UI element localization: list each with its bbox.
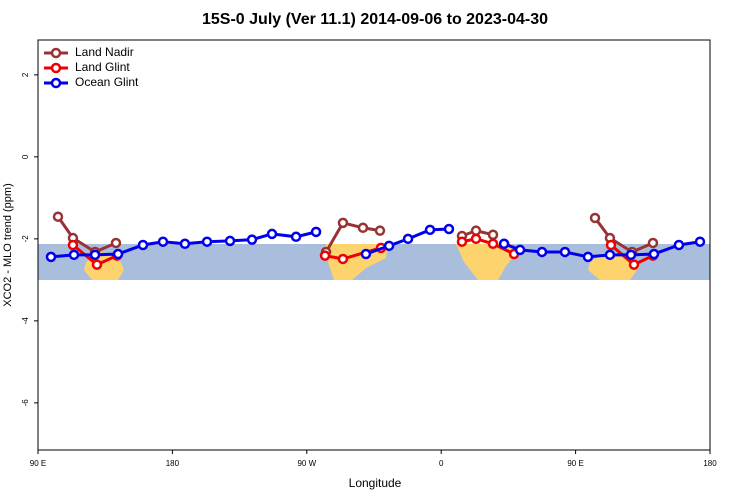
series-point — [310, 226, 322, 238]
series-point — [201, 236, 213, 247]
series-point — [224, 235, 236, 247]
legend-label: Land Nadir — [75, 45, 134, 59]
series-point — [536, 246, 548, 258]
series-point — [625, 249, 637, 261]
legend-label: Ocean Glint — [75, 75, 139, 89]
y-tick-label: 2 — [21, 72, 30, 77]
series-point — [179, 238, 191, 250]
series-point — [647, 237, 659, 249]
x-tick-label: 0 — [439, 459, 444, 468]
x-axis-label: Longitude — [349, 476, 402, 490]
series-point — [112, 248, 124, 260]
series-point — [456, 236, 468, 247]
x-tick-label: 90 W — [297, 459, 316, 468]
series-line — [593, 217, 654, 254]
series-point — [487, 229, 499, 240]
series-point — [604, 249, 616, 261]
series-point — [402, 233, 414, 245]
series-point — [319, 250, 331, 261]
series-point — [91, 259, 103, 270]
series-point — [648, 248, 660, 260]
series-point — [157, 236, 169, 247]
series-point — [582, 251, 594, 263]
series-point — [514, 244, 526, 256]
series-point — [45, 251, 57, 263]
series-point — [89, 249, 101, 261]
series-point — [290, 231, 302, 243]
series-point — [628, 259, 640, 270]
series-point — [68, 249, 80, 261]
series-point — [337, 253, 349, 265]
y-tick-label: 0 — [21, 154, 30, 159]
series-point — [470, 225, 482, 236]
y-tick-label: -4 — [21, 317, 30, 325]
legend-marker — [50, 77, 62, 89]
series-point — [246, 234, 258, 245]
series-point — [694, 236, 706, 247]
legend-marker — [50, 62, 62, 74]
series-line — [56, 215, 117, 254]
x-tick-label: 180 — [703, 459, 717, 468]
chart-title: 15S-0 July (Ver 11.1) 2014-09-06 to 2023… — [202, 11, 548, 28]
series-line — [324, 221, 381, 253]
series-point — [589, 212, 601, 224]
legend-marker — [50, 47, 62, 59]
series-point — [383, 240, 395, 252]
y-axis-label: XCO2 - MLO trend (ppm) — [2, 183, 14, 306]
x-tick-label: 90 E — [30, 459, 46, 468]
series-point — [559, 246, 571, 258]
x-tick-label: 90 E — [567, 459, 583, 468]
series-point — [673, 239, 685, 251]
series-point — [487, 238, 499, 250]
series-point — [443, 223, 455, 235]
series-point — [337, 217, 349, 229]
series-line — [503, 240, 701, 259]
series-point — [67, 239, 79, 251]
plot-frame — [37, 39, 711, 451]
series-point — [498, 238, 510, 250]
series-point — [266, 228, 278, 240]
y-tick-label: -6 — [21, 399, 30, 407]
series-point — [137, 239, 149, 251]
x-tick-label: 180 — [166, 459, 180, 468]
series-point — [470, 233, 482, 245]
y-tick-label: -2 — [21, 235, 30, 243]
series-point — [424, 224, 436, 236]
series-point — [110, 237, 122, 249]
series-point — [374, 225, 386, 236]
series-point — [52, 211, 64, 222]
series-point — [360, 248, 372, 260]
legend-label: Land Glint — [75, 60, 130, 74]
series-point — [357, 222, 369, 234]
series-point — [605, 239, 617, 251]
